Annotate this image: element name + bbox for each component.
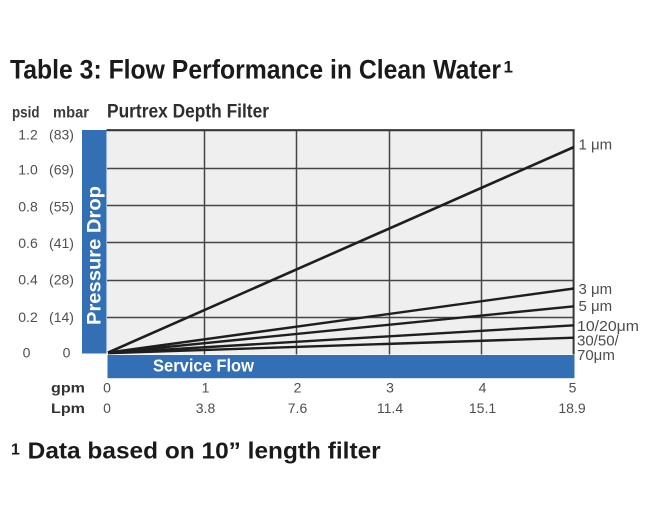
svg-text:(41): (41) (49, 235, 74, 251)
svg-text:mbar: mbar (53, 105, 89, 122)
svg-text:0: 0 (103, 380, 111, 396)
svg-text:Lpm: Lpm (51, 400, 85, 416)
svg-text:Data based on 10” length filte: Data based on 10” length filter (28, 438, 381, 464)
svg-text:Service Flow: Service Flow (153, 356, 254, 376)
svg-text:1: 1 (202, 380, 210, 396)
svg-text:18.9: 18.9 (558, 400, 585, 416)
svg-text:1: 1 (504, 58, 513, 77)
svg-text:1.2: 1.2 (18, 127, 38, 143)
svg-text:5 μm: 5 μm (579, 298, 613, 315)
svg-text:7.6: 7.6 (288, 400, 308, 416)
svg-text:10/20μm: 10/20μm (577, 318, 639, 335)
svg-text:gpm: gpm (51, 380, 85, 396)
svg-text:0.2: 0.2 (18, 309, 38, 325)
svg-text:Table 3: Flow Performance in C: Table 3: Flow Performance in Clean Water (10, 55, 501, 85)
svg-text:0: 0 (23, 345, 31, 361)
svg-text:70μm: 70μm (577, 347, 615, 364)
svg-text:5: 5 (569, 380, 577, 396)
svg-text:(28): (28) (49, 272, 74, 288)
svg-text:psid: psid (12, 105, 40, 122)
svg-text:(83): (83) (49, 127, 74, 143)
svg-text:0.8: 0.8 (18, 199, 38, 215)
svg-text:15.1: 15.1 (469, 400, 496, 416)
svg-text:11.4: 11.4 (377, 400, 403, 416)
svg-text:30/50/: 30/50/ (577, 333, 620, 350)
svg-text:(69): (69) (49, 162, 74, 178)
svg-text:1.0: 1.0 (18, 162, 38, 178)
svg-text:0.4: 0.4 (18, 272, 38, 288)
svg-text:3.8: 3.8 (196, 400, 216, 416)
svg-text:3: 3 (386, 380, 394, 396)
svg-text:4: 4 (479, 380, 487, 396)
svg-text:0.6: 0.6 (18, 235, 38, 251)
svg-text:0: 0 (63, 345, 71, 361)
svg-text:Pressure Drop: Pressure Drop (85, 186, 106, 325)
svg-text:2: 2 (294, 380, 302, 396)
svg-text:Purtrex Depth Filter: Purtrex Depth Filter (107, 102, 270, 123)
svg-text:1 μm: 1 μm (579, 137, 613, 154)
svg-text:3 μm: 3 μm (579, 281, 613, 298)
svg-text:(14): (14) (49, 309, 74, 325)
svg-text:(55): (55) (49, 199, 74, 215)
svg-text:1: 1 (11, 442, 20, 459)
svg-text:0: 0 (103, 400, 111, 416)
